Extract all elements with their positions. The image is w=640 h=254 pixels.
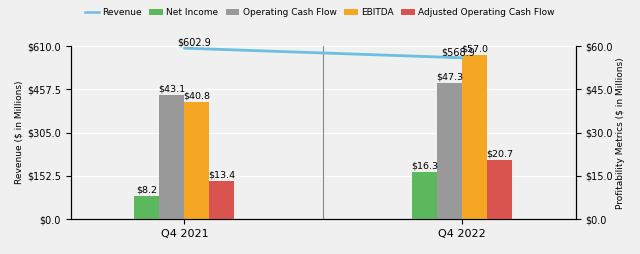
Bar (437, 83, 462, 219)
Y-axis label: Revenue ($ in Millions): Revenue ($ in Millions) (15, 81, 24, 184)
Bar (134, 196, 159, 219)
Text: $43.1: $43.1 (158, 85, 186, 93)
Bar (159, 95, 184, 219)
Bar (487, 160, 512, 219)
Y-axis label: Profitability Metrics ($ in Millions): Profitability Metrics ($ in Millions) (616, 57, 625, 209)
Text: $20.7: $20.7 (486, 149, 513, 158)
Text: $13.4: $13.4 (208, 170, 236, 179)
Bar (209, 181, 234, 219)
Text: $40.8: $40.8 (183, 91, 211, 100)
Bar (184, 102, 209, 219)
Bar (462, 55, 487, 219)
Text: $602.9: $602.9 (177, 38, 211, 48)
Text: $47.3: $47.3 (436, 72, 463, 81)
Text: $57.0: $57.0 (461, 44, 488, 53)
Text: $568.9: $568.9 (441, 47, 475, 58)
Text: $8.2: $8.2 (136, 185, 157, 194)
Text: $16.3: $16.3 (411, 162, 438, 171)
Bar (412, 172, 437, 219)
Legend: Revenue, Net Income, Operating Cash Flow, EBITDA, Adjusted Operating Cash Flow: Revenue, Net Income, Operating Cash Flow… (82, 5, 558, 21)
